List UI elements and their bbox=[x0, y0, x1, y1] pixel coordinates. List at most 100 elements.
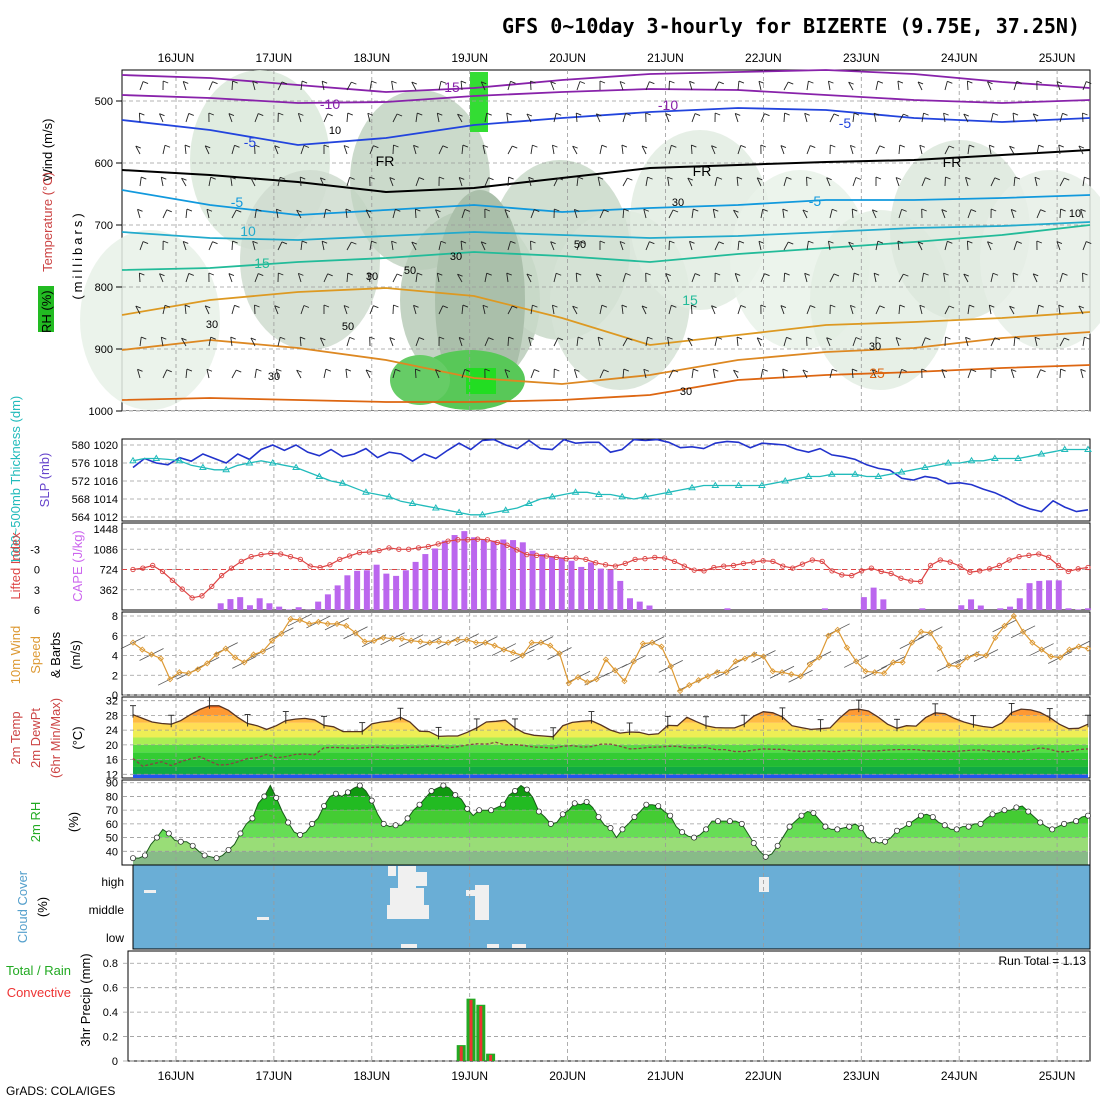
li-marker bbox=[150, 562, 156, 569]
li-marker bbox=[878, 568, 884, 575]
wind-speed-marker bbox=[704, 673, 711, 680]
wind-barb bbox=[369, 81, 373, 91]
cape-series bbox=[130, 531, 1091, 610]
wind-barb-flag bbox=[1014, 336, 1021, 340]
rh2-marker bbox=[679, 829, 686, 836]
isotherm-label: FR bbox=[943, 154, 962, 170]
wind-barb-flag bbox=[459, 337, 465, 340]
wind-barb-flag bbox=[228, 113, 235, 116]
wind-barb bbox=[756, 337, 762, 347]
wind-barb bbox=[369, 241, 373, 251]
wind-barb-flag bbox=[852, 368, 858, 372]
wind-speed-marker bbox=[806, 661, 813, 668]
t2-axis: 12 16 20 24 28 32 bbox=[106, 696, 118, 782]
wind-barb-flag bbox=[810, 305, 816, 309]
li-marker bbox=[760, 558, 766, 564]
wind-barb-flag bbox=[250, 177, 257, 181]
wind-barb bbox=[391, 81, 394, 91]
wind-speed-marker bbox=[537, 639, 545, 646]
wind-speed-marker bbox=[250, 651, 257, 658]
pressure-tick-label: 600 bbox=[95, 158, 113, 170]
wind-barb-flag bbox=[391, 80, 397, 84]
wind-barb-flag bbox=[855, 337, 862, 340]
wind-speed-marker bbox=[445, 639, 452, 646]
cape-bar bbox=[724, 608, 731, 610]
wind-barb-flag bbox=[486, 272, 492, 276]
pressure-tick-label: 1000 bbox=[89, 406, 113, 418]
wind-barb-flag bbox=[250, 337, 257, 341]
wind-barb-flag bbox=[601, 304, 608, 308]
li-marker bbox=[494, 539, 500, 546]
wind-barb-flag bbox=[969, 144, 975, 148]
wind-barb bbox=[1059, 113, 1063, 123]
wind-barb bbox=[392, 273, 398, 283]
li-marker bbox=[524, 552, 530, 558]
rh2-marker bbox=[643, 801, 650, 808]
wind-barb bbox=[507, 176, 510, 187]
wind-barb bbox=[438, 305, 444, 315]
wind-barb bbox=[1012, 113, 1015, 123]
rh2-marker bbox=[989, 811, 996, 818]
wind-barb-flag bbox=[488, 177, 494, 181]
li-marker bbox=[366, 549, 372, 555]
rh2-marker bbox=[810, 809, 817, 816]
thickness-marker bbox=[571, 488, 580, 495]
wind-barb bbox=[436, 273, 440, 283]
cloud-cell bbox=[759, 877, 769, 892]
wind-barb-flag bbox=[258, 273, 264, 277]
wind-barb bbox=[275, 369, 279, 379]
wind-barb bbox=[1059, 337, 1065, 347]
wind-barb bbox=[737, 241, 740, 251]
precip-tick-label: 0 bbox=[112, 1056, 118, 1068]
cape-axis: 362 724 1086 1448 -3 0 3 6 bbox=[30, 524, 118, 617]
top-day-label: 17JUN bbox=[256, 51, 293, 65]
t2-tick-label: 20 bbox=[106, 740, 118, 752]
wind-barb-flag bbox=[393, 144, 399, 148]
wind-barb-flag bbox=[373, 145, 379, 149]
wind-barb bbox=[231, 240, 234, 251]
wind-barb-flag bbox=[1034, 176, 1041, 180]
li-marker bbox=[858, 568, 865, 574]
wind-barb bbox=[690, 144, 693, 155]
wind-barb-flag bbox=[877, 240, 884, 244]
wind-barb-flag bbox=[625, 112, 631, 116]
cloud-cell bbox=[475, 885, 489, 920]
wind-barb-flag bbox=[438, 336, 445, 340]
cape-bar bbox=[870, 587, 877, 610]
wind-barb bbox=[389, 337, 394, 347]
wind-barb-flag bbox=[784, 272, 790, 276]
thickness-marker bbox=[292, 463, 300, 470]
t2-line bbox=[132, 705, 1089, 738]
wind-barb bbox=[482, 305, 486, 315]
wind-speed-marker bbox=[843, 644, 851, 651]
wind-speed-marker bbox=[695, 677, 702, 684]
wind-barb bbox=[438, 81, 442, 91]
cape-bar bbox=[968, 599, 975, 610]
wind-barb bbox=[917, 81, 923, 91]
wind-barb bbox=[182, 81, 187, 91]
wind-barb-flag bbox=[457, 113, 463, 117]
cape-bar bbox=[539, 554, 546, 610]
wind-barb-flag bbox=[552, 144, 558, 148]
cape-label: CAPE (J/kg) bbox=[70, 530, 85, 602]
wind-barb-flag bbox=[296, 369, 302, 373]
wind-barb bbox=[668, 209, 674, 219]
precip-tick-label: 0.6 bbox=[103, 983, 118, 995]
wind-barb bbox=[250, 177, 256, 187]
wind-speed-marker bbox=[482, 639, 489, 646]
rh2-marker bbox=[285, 819, 292, 826]
wind-barb-flag bbox=[853, 112, 860, 116]
wind-barb bbox=[898, 209, 903, 219]
li-marker bbox=[455, 537, 461, 543]
wind-barb-flag bbox=[504, 209, 511, 212]
thickness-marker bbox=[268, 459, 277, 466]
thickness-tick-label: 576 bbox=[72, 458, 90, 470]
wind-barb bbox=[392, 113, 398, 123]
t2-label-c: (6hr Min/Max) bbox=[48, 698, 63, 778]
upper-mb-label: (millibars) bbox=[70, 210, 85, 299]
wind-barb bbox=[921, 177, 926, 187]
li-marker bbox=[356, 549, 363, 556]
wind-barb-flag bbox=[141, 336, 147, 340]
cape-bar bbox=[412, 561, 419, 610]
slp-tick-label: 1012 bbox=[94, 512, 118, 524]
